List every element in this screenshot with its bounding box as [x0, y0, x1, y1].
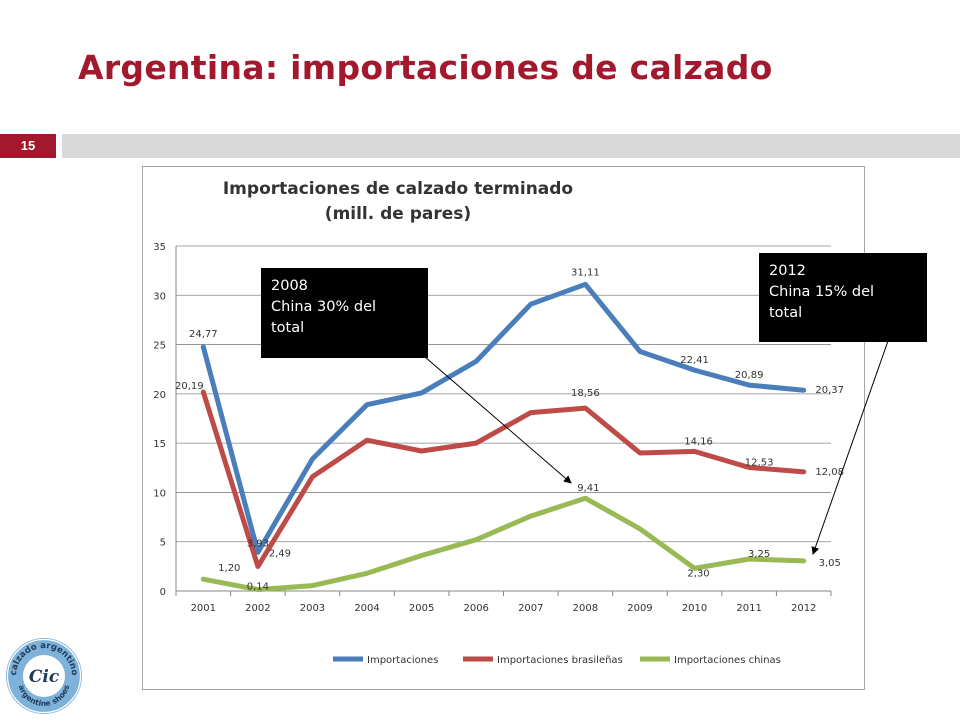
- series-line-2: [200, 495, 807, 593]
- data-label: 2,30: [687, 568, 709, 579]
- data-label: 0,14: [247, 582, 269, 593]
- data-label: 20,89: [735, 370, 764, 381]
- data-label: 3,05: [819, 558, 841, 569]
- chart-frame: Importaciones de calzado terminado (mill.…: [142, 166, 865, 690]
- data-label: 1,20: [218, 563, 240, 574]
- callout-2008-year: 2008: [271, 278, 308, 294]
- x-tick-label: 2010: [682, 603, 707, 614]
- header-bar: [62, 134, 960, 158]
- y-tick-label: 10: [153, 488, 166, 499]
- logo-center-text: Cic: [29, 667, 60, 687]
- data-label: 3,93: [247, 538, 269, 549]
- chart-title-line: (mill. de pares): [325, 204, 471, 224]
- slide-title: Argentina: importaciones de calzado: [78, 48, 773, 87]
- x-tick-label: 2005: [409, 603, 434, 614]
- line-chart: Importaciones de calzado terminado (mill.…: [153, 179, 844, 666]
- callout-2008-text: China 30% del: [271, 299, 377, 315]
- y-tick-label: 25: [153, 341, 166, 352]
- x-tick-label: 2009: [627, 603, 652, 614]
- chart-title-line: Importaciones de calzado terminado: [223, 179, 573, 199]
- y-tick-label: 0: [160, 587, 166, 598]
- data-label: 2,49: [269, 548, 291, 559]
- legend-label-2: Importaciones chinas: [674, 655, 781, 666]
- x-tick-label: 2007: [518, 603, 543, 614]
- page-number-badge: 15: [0, 134, 56, 158]
- callout-2012: 2012 China 15% del total: [759, 253, 927, 342]
- y-tick-label: 35: [153, 242, 166, 253]
- y-tick-label: 5: [160, 538, 166, 549]
- y-tick-label: 30: [153, 291, 166, 302]
- x-tick-label: 2002: [245, 603, 270, 614]
- cic-logo: calzado argentino argentine shoes Cic: [6, 638, 82, 714]
- data-label: 24,77: [189, 329, 218, 340]
- x-tick-label: 2012: [791, 603, 816, 614]
- callout-2008-text-end: total: [271, 320, 305, 336]
- legend-label-0: Importaciones: [367, 655, 438, 666]
- series-line-0: [200, 281, 807, 555]
- data-label: 9,41: [577, 483, 599, 494]
- data-label: 20,37: [815, 385, 844, 396]
- data-label: 12,08: [815, 467, 844, 478]
- x-tick-label: 2008: [573, 603, 598, 614]
- callout-2012-year: 2012: [769, 263, 806, 279]
- x-tick-label: 2004: [354, 603, 379, 614]
- y-tick-label: 15: [153, 439, 166, 450]
- callout-2008: 2008 China 30% del total: [261, 268, 428, 358]
- callout-2012-text: China 15% del: [769, 284, 875, 300]
- callout-2012-text-end: total: [769, 305, 803, 321]
- x-tick-label: 2011: [736, 603, 761, 614]
- data-label: 12,53: [745, 457, 774, 468]
- data-label: 20,19: [175, 381, 204, 392]
- x-tick-label: 2006: [463, 603, 488, 614]
- legend-label-1: Importaciones brasileñas: [497, 655, 623, 666]
- data-label: 31,11: [571, 267, 600, 278]
- data-label: 3,25: [748, 549, 770, 560]
- y-tick-label: 20: [153, 390, 166, 401]
- data-label: 18,56: [571, 388, 600, 399]
- x-tick-label: 2001: [191, 603, 216, 614]
- data-label: 22,41: [680, 355, 709, 366]
- x-tick-label: 2003: [300, 603, 325, 614]
- data-label: 14,16: [684, 436, 713, 447]
- series-line-1: [200, 389, 807, 569]
